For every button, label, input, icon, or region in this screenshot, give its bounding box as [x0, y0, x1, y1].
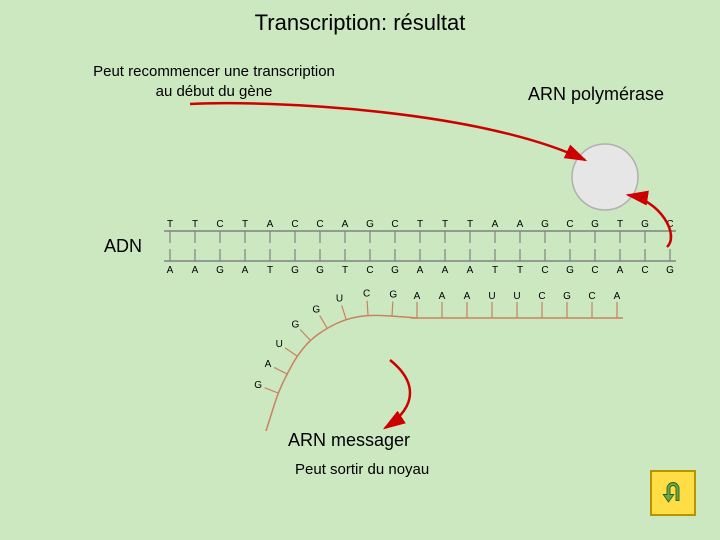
- svg-text:G: G: [291, 265, 299, 276]
- svg-text:G: G: [391, 265, 399, 276]
- note-line2: au début du gène: [156, 83, 273, 100]
- svg-text:A: A: [614, 291, 621, 302]
- svg-text:T: T: [167, 219, 173, 230]
- svg-text:C: C: [216, 219, 223, 230]
- svg-text:T: T: [492, 265, 498, 276]
- svg-text:T: T: [517, 265, 523, 276]
- svg-text:A: A: [167, 265, 174, 276]
- svg-text:T: T: [342, 265, 348, 276]
- svg-text:G: G: [566, 265, 574, 276]
- svg-text:T: T: [417, 219, 423, 230]
- svg-text:C: C: [566, 219, 573, 230]
- svg-text:C: C: [541, 265, 548, 276]
- svg-text:C: C: [538, 291, 545, 302]
- svg-text:A: A: [342, 219, 349, 230]
- dna-strands: T A T A C G T A A T C G C G A T G C C G T A T A T A A T A T G C C G G C T A G C…: [164, 219, 676, 276]
- svg-text:G: G: [389, 290, 397, 301]
- svg-text:G: G: [366, 219, 374, 230]
- svg-text:T: T: [192, 219, 198, 230]
- note-line1: Peut recommencer une transcription: [93, 63, 335, 80]
- svg-text:G: G: [591, 219, 599, 230]
- svg-text:A: A: [265, 359, 272, 370]
- svg-text:G: G: [316, 265, 324, 276]
- svg-text:C: C: [316, 219, 323, 230]
- svg-text:U: U: [276, 339, 283, 350]
- back-button[interactable]: [650, 470, 696, 516]
- svg-text:G: G: [216, 265, 224, 276]
- svg-text:T: T: [267, 265, 273, 276]
- svg-text:U: U: [336, 294, 343, 305]
- note-sortir-noyau: Peut sortir du noyau: [295, 460, 429, 480]
- svg-text:C: C: [588, 291, 595, 302]
- svg-text:A: A: [192, 265, 199, 276]
- page-title: Transcription: résultat: [0, 10, 720, 36]
- note-restart: Peut recommencer une transcription au dé…: [74, 62, 354, 101]
- label-polymerase: ARN polymérase: [528, 84, 664, 105]
- svg-text:A: A: [517, 219, 524, 230]
- svg-text:A: A: [417, 265, 424, 276]
- svg-text:C: C: [291, 219, 298, 230]
- u-turn-icon: [658, 478, 688, 508]
- svg-text:G: G: [292, 319, 300, 330]
- label-arn-messager: ARN messager: [288, 430, 410, 451]
- svg-text:C: C: [366, 265, 373, 276]
- svg-text:A: A: [617, 265, 624, 276]
- svg-text:G: G: [541, 219, 549, 230]
- svg-text:A: A: [492, 219, 499, 230]
- svg-text:U: U: [513, 291, 520, 302]
- svg-text:A: A: [439, 291, 446, 302]
- svg-text:T: T: [442, 219, 448, 230]
- svg-text:G: G: [641, 219, 649, 230]
- svg-text:T: T: [242, 219, 248, 230]
- label-adn: ADN: [104, 236, 142, 257]
- svg-text:A: A: [464, 291, 471, 302]
- svg-text:A: A: [267, 219, 274, 230]
- svg-text:G: G: [312, 305, 320, 316]
- svg-text:G: G: [666, 265, 674, 276]
- svg-text:C: C: [363, 289, 370, 300]
- svg-text:A: A: [467, 265, 474, 276]
- svg-text:C: C: [591, 265, 598, 276]
- svg-text:C: C: [666, 219, 673, 230]
- svg-text:A: A: [242, 265, 249, 276]
- svg-text:G: G: [563, 291, 571, 302]
- rna-strand: AAAUUCGCAGCUGGUAG: [254, 289, 623, 431]
- svg-text:A: A: [442, 265, 449, 276]
- svg-text:G: G: [254, 380, 262, 391]
- arrows: [190, 103, 671, 428]
- arn-polymerase: [572, 144, 638, 210]
- svg-text:U: U: [488, 291, 495, 302]
- svg-text:T: T: [467, 219, 473, 230]
- svg-text:A: A: [414, 291, 421, 302]
- svg-text:T: T: [617, 219, 623, 230]
- svg-text:C: C: [641, 265, 648, 276]
- svg-text:C: C: [391, 219, 398, 230]
